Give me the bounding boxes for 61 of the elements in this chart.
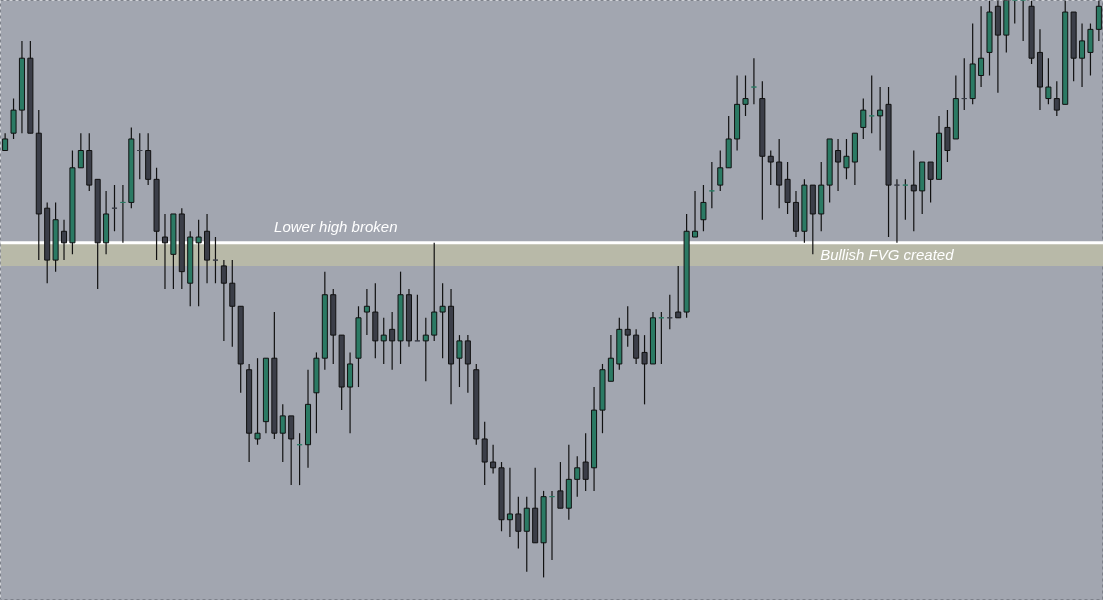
candlestick (220, 259, 227, 342)
candlestick (439, 282, 446, 359)
candlestick (624, 305, 631, 348)
candlestick (574, 455, 581, 498)
candlestick (784, 161, 791, 215)
candlestick (893, 178, 900, 244)
candlestick (523, 496, 530, 573)
candlestick (700, 184, 707, 232)
candlestick (422, 317, 429, 382)
candlestick (978, 5, 985, 88)
candlestick (515, 496, 522, 550)
candlestick (767, 149, 774, 186)
candlestick (944, 109, 951, 163)
candlestick (860, 97, 867, 140)
candlestick (279, 403, 286, 463)
candlestick (363, 288, 370, 336)
candlestick (490, 444, 497, 475)
candlestick (229, 259, 236, 348)
candlestick (868, 74, 875, 134)
candlestick (692, 190, 699, 238)
candlestick (431, 242, 438, 342)
candlestick (1087, 22, 1094, 77)
candlestick (902, 178, 909, 221)
candlestick (254, 357, 261, 446)
candlestick (582, 432, 589, 492)
candlestick (414, 294, 421, 342)
candlestick (481, 421, 488, 486)
candlestick (750, 57, 757, 105)
candlestick (347, 351, 354, 434)
candlestick (77, 132, 84, 169)
candlestick (1095, 0, 1102, 42)
candlestick (1045, 57, 1052, 105)
candlestick (456, 334, 463, 388)
candlestick (717, 149, 724, 192)
candlestick (675, 265, 682, 319)
candlestick (843, 138, 850, 180)
candlestick (464, 334, 471, 394)
candlestick (380, 317, 387, 365)
candlestick (161, 213, 169, 290)
candlestick (1079, 22, 1086, 88)
candlestick (557, 461, 564, 509)
candlestick (212, 236, 219, 284)
candlestick (288, 415, 295, 486)
candlestick (835, 138, 842, 192)
candlestick (910, 149, 917, 232)
candlestick (1053, 80, 1060, 117)
candlestick (389, 311, 396, 371)
candlestick (641, 334, 648, 405)
candlestick (607, 334, 614, 382)
candlestick (776, 138, 783, 209)
candlestick (506, 467, 513, 538)
candlestick (10, 97, 17, 140)
band-label: Bullish FVG created (820, 245, 955, 263)
candlestick (877, 86, 884, 152)
candlestick (742, 74, 749, 117)
candlestick (61, 219, 68, 261)
candlestick (708, 161, 715, 209)
candlestick (927, 161, 934, 204)
candlestick (195, 219, 202, 307)
candlestick (633, 328, 640, 365)
ref-line-label: Lower high broken (274, 217, 398, 235)
